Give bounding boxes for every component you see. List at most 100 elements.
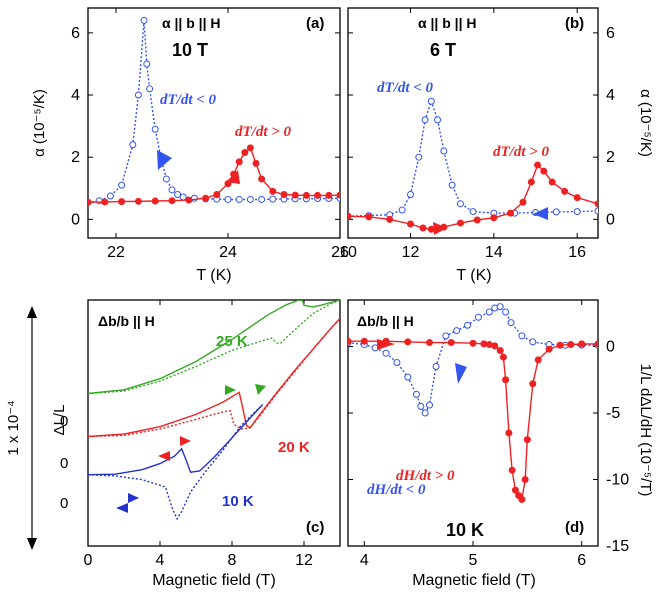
panel-a-series-1-point xyxy=(213,190,221,198)
panel-d-series-1-point xyxy=(594,340,598,348)
panel-d-series-0-point xyxy=(393,358,401,366)
panel-c-series-2-line xyxy=(88,317,340,438)
panel-d-series-1-point xyxy=(523,436,531,444)
panel-a-series-1-point xyxy=(185,196,193,204)
panel-d-series-0-point xyxy=(453,327,461,335)
panel-d-series: 4 5 6 0 -5 -10 -15 xyxy=(348,300,629,569)
panel-b-arrow-blue xyxy=(533,207,548,220)
panel-c-zero-label-25k: 0 xyxy=(60,413,68,430)
panel-a-series-0-point xyxy=(179,193,187,201)
panel-d-xtick-label: 4 xyxy=(360,552,369,569)
panel-c-series-3-line xyxy=(88,317,340,438)
panel-a-series-1-point xyxy=(336,191,340,199)
panel-b-field-label: 6 T xyxy=(430,40,456,60)
panel-b-series-0-point xyxy=(421,116,429,124)
panel-d-annotation-down: dH/dt < 0 xyxy=(367,482,426,498)
panel-d-series-0-point xyxy=(518,332,526,340)
panel-b-series-0-point xyxy=(427,97,435,105)
panel-b-series-0-line xyxy=(348,98,598,217)
panel-c-arrow-10k-up xyxy=(128,493,139,503)
panel-a-series-0-point xyxy=(269,195,277,203)
panel-c-xtick-label: 8 xyxy=(228,552,237,569)
panel-b-series-0-point xyxy=(594,207,598,215)
panel-a-annotation-down: dT/dt < 0 xyxy=(160,92,217,108)
panel-a-series-0-point xyxy=(235,195,243,203)
panel-d-series-1-point xyxy=(511,486,519,494)
panel-b-arrow-red xyxy=(433,222,447,235)
panel-b-title: α || b || H xyxy=(418,15,477,31)
panel-d-ytick-label: -10 xyxy=(606,472,629,489)
panel-d-series-1-point xyxy=(545,345,553,353)
panel-a-series-1-point xyxy=(258,175,266,183)
panel-b-series-1-point xyxy=(507,209,514,217)
panel-c-zero-label-10k: 0 xyxy=(60,495,68,512)
panel-b-series-1-point xyxy=(534,161,542,169)
panel-d-arrow-blue xyxy=(455,363,467,384)
panel-d-series-1-point xyxy=(360,337,368,345)
panel-a-series-0-point xyxy=(106,192,114,200)
panel-b-series-1-point xyxy=(457,219,464,227)
panel-d-series-0-point xyxy=(507,319,515,327)
panel-d-ytick-label: -5 xyxy=(606,405,620,422)
panel-a-series-0-point xyxy=(162,175,170,183)
panel-b-ytick-label: 0 xyxy=(606,211,615,228)
panel-b-xtick-label: 16 xyxy=(568,244,586,261)
panel-a-series-0-point xyxy=(134,91,142,99)
panel-b-annotation-down: dT/dt < 0 xyxy=(377,80,434,96)
panel-d: 4 5 6 0 -5 -10 -15 Δb/b || H (d) 10 K dH/dt < … xyxy=(347,299,654,589)
panel-d-series-1-point xyxy=(567,341,575,349)
panel-a-series-0-point xyxy=(151,125,159,133)
panel-c-temp-10k: 10 K xyxy=(222,493,254,510)
panel-d-frame xyxy=(347,299,599,547)
panel-b-ytick-label: 6 xyxy=(606,25,615,42)
scale-bar-label: 1 x 10⁻⁴ xyxy=(5,400,22,455)
panel-a-series-1-point xyxy=(280,190,288,198)
panel-a-series-1-point xyxy=(235,158,243,166)
panel-a-series-1-point xyxy=(291,191,299,199)
panel-d-annotation-up: dH/dt > 0 xyxy=(396,468,455,484)
panel-b-xtick-label: 10 xyxy=(339,244,357,261)
panel-d-series-1-point xyxy=(518,495,526,503)
panel-a-title: α || b || H xyxy=(162,15,221,31)
panel-a-xtick-label: 24 xyxy=(219,244,237,261)
panel-b-series-1-point xyxy=(561,187,569,195)
panel-a-series-1-point xyxy=(325,191,333,199)
panel-c-arrow-10k-down xyxy=(116,503,128,513)
panel-d-label: (d) xyxy=(565,519,584,536)
panel-d-xtick-label: 5 xyxy=(469,552,478,569)
panel-b-ytick-label: 4 xyxy=(606,87,615,104)
panel-d-ytick-label: 0 xyxy=(606,339,615,356)
panel-a-series-1-point xyxy=(252,159,260,167)
panel-a-ytick-label: 2 xyxy=(71,149,80,166)
panel-a-series-1-point xyxy=(168,197,176,205)
panel-b-series-1-point xyxy=(348,212,352,220)
panel-c-zero-label-20k: 0 xyxy=(60,455,68,472)
panel-d-series-1-point xyxy=(447,339,455,347)
panel-a-series-0-point xyxy=(174,190,182,198)
panel-b-y-axis-label: α (10⁻⁵/K) xyxy=(637,89,654,157)
panel-b-xtick-label: 14 xyxy=(485,244,503,261)
panel-c-arrow-25k-down xyxy=(255,384,266,395)
panel-d-plot-area xyxy=(348,303,598,503)
panel-d-ytick-label: -15 xyxy=(606,538,629,555)
panel-a-series-0-point xyxy=(95,197,103,205)
panel-d-y-axis-label: 1/L dΔL/dH (10⁻⁵/T) xyxy=(637,364,654,497)
panel-a-frame xyxy=(87,7,341,239)
panel-a-y-axis-label: α (10⁻⁵/K) xyxy=(31,89,48,157)
panel-c-temp-20k: 20 K xyxy=(278,439,310,456)
panel-d-series-1-point xyxy=(496,347,504,355)
panel-a-xtick-label: 22 xyxy=(107,244,125,261)
panel-b-series-0-point xyxy=(457,200,464,208)
panel-b-label: (b) xyxy=(565,15,584,32)
panel-b-annotation-up: dT/dt > 0 xyxy=(493,144,550,160)
panel-b-series-0-point xyxy=(434,116,442,124)
panel-a-plot-area xyxy=(88,16,340,206)
panel-d-xtick-label: 6 xyxy=(577,552,586,569)
panel-d-series-1-line xyxy=(348,340,598,502)
panel-a-series-1-point xyxy=(151,197,159,205)
panel-a-series-0-point xyxy=(129,141,137,149)
panel-a-series-0-line xyxy=(88,20,340,203)
panel-d-series-1-point xyxy=(404,338,412,346)
panel-c-title: Δb/b || H xyxy=(98,313,155,329)
